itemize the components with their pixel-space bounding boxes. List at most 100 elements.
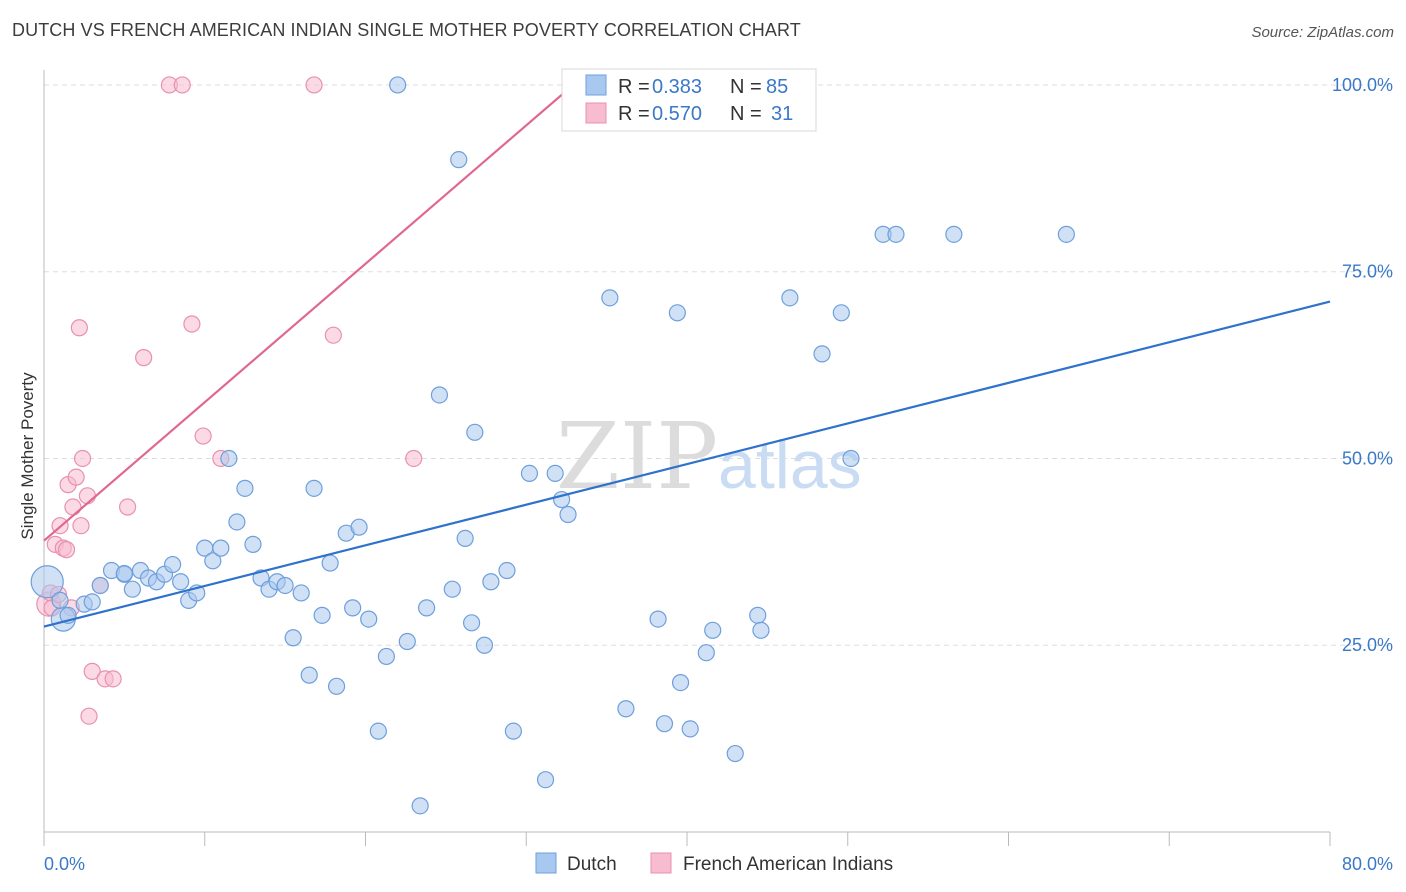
dutch-point bbox=[462, 614, 481, 632]
dutch-point bbox=[344, 599, 362, 617]
dutch-point bbox=[536, 771, 555, 789]
dutch-point bbox=[236, 479, 254, 497]
dutch-point bbox=[30, 565, 64, 599]
trend-layer bbox=[43, 69, 1331, 628]
dutch-point bbox=[91, 576, 109, 595]
dutch-point bbox=[681, 720, 699, 738]
dutch-point bbox=[697, 644, 715, 662]
dutch-point bbox=[327, 677, 346, 695]
axis-layer bbox=[43, 70, 1331, 846]
dutch-point bbox=[482, 573, 500, 591]
dutch-point bbox=[276, 576, 294, 595]
dutch-point bbox=[520, 464, 539, 483]
dutch-point bbox=[300, 666, 318, 684]
dutch-point bbox=[220, 449, 238, 468]
french-point bbox=[67, 468, 85, 486]
dutch-point bbox=[546, 464, 564, 483]
dutch-point bbox=[617, 700, 635, 718]
french-series-swatch bbox=[650, 852, 672, 874]
dutch-series-swatch bbox=[535, 852, 557, 874]
dutch-point bbox=[726, 744, 744, 763]
dutch-point bbox=[398, 632, 416, 651]
dutch-point bbox=[369, 722, 387, 740]
dutch-point bbox=[671, 673, 690, 692]
dutch-point bbox=[284, 629, 302, 647]
french-point bbox=[78, 487, 97, 505]
french-point bbox=[135, 349, 153, 367]
french-point bbox=[73, 449, 92, 468]
dutch-point bbox=[601, 289, 619, 307]
dutch-point bbox=[668, 304, 686, 322]
dutch-point bbox=[781, 289, 799, 307]
french-points bbox=[36, 76, 423, 725]
y-tick-label-0: 25.0% bbox=[1342, 635, 1393, 655]
dutch-points bbox=[30, 76, 1075, 815]
dutch-point bbox=[292, 584, 310, 602]
dutch-point bbox=[305, 479, 323, 497]
dutch-point bbox=[204, 552, 222, 570]
dutch-point bbox=[164, 555, 182, 574]
dutch-point bbox=[475, 636, 494, 654]
french-point bbox=[80, 707, 98, 725]
watermark-atlas: atlas bbox=[718, 427, 862, 503]
french-n-value: 31 bbox=[771, 103, 793, 125]
dutch-legend-swatch bbox=[585, 74, 607, 96]
dutch-point bbox=[649, 610, 667, 628]
dutch-point bbox=[456, 529, 474, 548]
french-point bbox=[104, 670, 122, 688]
dutch-point bbox=[123, 580, 142, 598]
french-r-label: R = bbox=[618, 103, 650, 125]
dutch-point bbox=[244, 535, 262, 553]
french-point bbox=[57, 541, 76, 559]
dutch-point bbox=[172, 573, 190, 591]
dutch-point bbox=[752, 621, 770, 639]
dutch-point bbox=[704, 621, 722, 639]
dutch-series-label: Dutch bbox=[567, 854, 617, 875]
dutch-r-value: 0.383 bbox=[652, 76, 702, 98]
x-tick-label-0: 0.0% bbox=[44, 854, 85, 874]
french-point bbox=[83, 662, 101, 680]
dutch-point bbox=[887, 225, 905, 243]
dutch-point bbox=[559, 505, 577, 524]
dutch-point bbox=[842, 449, 860, 468]
french-point bbox=[118, 498, 137, 516]
french-point bbox=[70, 319, 88, 337]
dutch-point bbox=[655, 715, 674, 733]
french-legend-swatch bbox=[585, 102, 607, 124]
dutch-n-label: N = bbox=[730, 76, 762, 98]
dutch-point bbox=[321, 554, 339, 572]
y-tick-label-3: 100.0% bbox=[1332, 75, 1393, 95]
y-tick-label-2: 75.0% bbox=[1342, 262, 1393, 282]
dutch-point bbox=[212, 539, 230, 557]
french-point bbox=[64, 498, 82, 516]
dutch-n-value: 85 bbox=[766, 76, 788, 98]
dutch-point bbox=[115, 564, 133, 583]
dutch-r-label: R = bbox=[618, 76, 650, 98]
dutch-point bbox=[813, 345, 831, 363]
french-point bbox=[183, 315, 201, 333]
dutch-point bbox=[360, 610, 378, 628]
dutch-point bbox=[83, 593, 101, 611]
dutch-point bbox=[350, 518, 368, 536]
y-tick-label-1: 50.0% bbox=[1342, 448, 1393, 468]
dutch-point bbox=[1057, 225, 1075, 243]
french-point bbox=[194, 427, 212, 445]
dutch-point bbox=[417, 599, 436, 617]
dutch-point bbox=[228, 513, 246, 531]
french-point bbox=[305, 76, 323, 94]
dutch-point bbox=[504, 722, 522, 740]
stats-legend: R = 0.383 N = 85 R = 0.570 N = 31 bbox=[561, 68, 817, 132]
french-r-value: 0.570 bbox=[652, 103, 702, 125]
french-point bbox=[72, 517, 90, 535]
dutch-trend-line bbox=[43, 300, 1331, 628]
chart-title: DUTCH VS FRENCH AMERICAN INDIAN SINGLE M… bbox=[12, 20, 801, 40]
chart-source: Source: ZipAtlas.com bbox=[1251, 24, 1394, 41]
watermark: ZIP atlas bbox=[556, 403, 862, 510]
dutch-point bbox=[498, 561, 516, 580]
french-n-label: N = bbox=[730, 103, 762, 125]
dutch-point bbox=[430, 386, 449, 404]
dutch-point bbox=[443, 580, 461, 598]
dutch-point bbox=[389, 76, 407, 94]
dutch-point bbox=[51, 591, 69, 610]
